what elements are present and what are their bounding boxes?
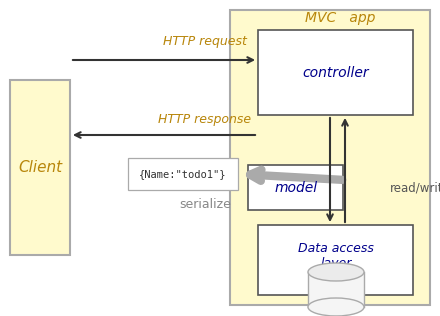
- Text: controller: controller: [303, 66, 369, 80]
- FancyBboxPatch shape: [230, 10, 430, 305]
- Ellipse shape: [308, 263, 364, 281]
- FancyBboxPatch shape: [248, 165, 343, 210]
- Text: MVC   app: MVC app: [305, 11, 375, 25]
- Text: HTTP response: HTTP response: [158, 113, 252, 126]
- FancyBboxPatch shape: [128, 158, 238, 190]
- Ellipse shape: [308, 298, 364, 316]
- Text: serialize: serialize: [179, 198, 231, 211]
- Text: layer: layer: [320, 257, 352, 270]
- Text: {Name:"todo1"}: {Name:"todo1"}: [139, 169, 227, 179]
- Text: HTTP request: HTTP request: [163, 35, 247, 48]
- FancyBboxPatch shape: [258, 30, 413, 115]
- FancyBboxPatch shape: [258, 225, 413, 295]
- Text: Data access: Data access: [298, 241, 374, 254]
- Text: read/write: read/write: [390, 181, 440, 195]
- FancyBboxPatch shape: [308, 272, 364, 307]
- FancyBboxPatch shape: [10, 80, 70, 255]
- Text: Client: Client: [18, 161, 62, 175]
- Text: model: model: [275, 181, 318, 195]
